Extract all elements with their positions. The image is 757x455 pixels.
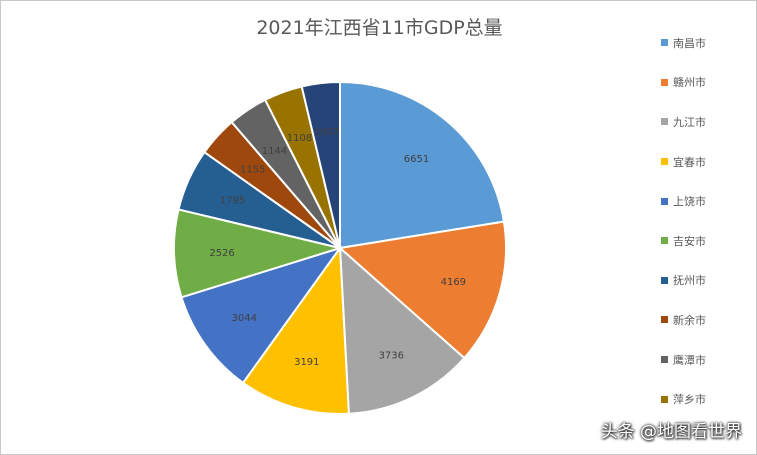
- slice-value-label: 1144: [262, 146, 287, 157]
- legend-swatch: [661, 276, 668, 284]
- legend-swatch: [661, 78, 668, 86]
- legend-swatch: [661, 237, 668, 245]
- slice-value-label: 3044: [232, 313, 257, 324]
- legend-swatch: [661, 197, 668, 205]
- pie-slice: [339, 80, 506, 250]
- legend-label: 赣州市: [673, 76, 706, 90]
- legend-swatch: [661, 395, 668, 403]
- slice-value-label: 3191: [294, 357, 319, 368]
- pie-slice: [300, 80, 341, 249]
- slice-value-label: 1155: [240, 165, 265, 176]
- legend-item: 宜春市: [661, 142, 756, 182]
- legend-item: 新余市: [661, 300, 756, 340]
- pie-slice: [173, 208, 344, 299]
- slice-value-label: 1795: [220, 195, 245, 206]
- legend-label: 吉安市: [673, 234, 706, 248]
- slice-value-label: 1097: [314, 127, 339, 138]
- slice-value-label: 1108: [287, 133, 312, 144]
- legend-item: 萍乡市: [661, 379, 756, 419]
- slice-value-label: 2526: [209, 248, 234, 259]
- legend-item: 九江市: [661, 102, 756, 142]
- legend-label: 上饶市: [673, 195, 706, 209]
- legend-label: 抚州市: [673, 274, 706, 288]
- legend-label: 鹰潭市: [673, 353, 706, 367]
- legend-label: 九江市: [673, 115, 706, 129]
- chart-title: 2021年江西省11市GDP总量: [256, 17, 503, 39]
- legend-item: 上饶市: [661, 181, 756, 221]
- legend-swatch: [661, 118, 668, 126]
- legend-item: 抚州市: [661, 261, 756, 301]
- legend-item: 吉安市: [661, 221, 756, 261]
- pie-slice: [338, 245, 466, 415]
- legend-item: 南昌市: [661, 23, 756, 63]
- watermark: 头条 @地图看世界: [600, 422, 742, 442]
- legend-item: 赣州市: [661, 63, 756, 103]
- legend-swatch: [661, 39, 668, 47]
- slice-value-label: 6651: [404, 154, 429, 165]
- legend: 南昌市赣州市九江市宜春市上饶市吉安市抚州市新余市鹰潭市萍乡市: [661, 23, 756, 419]
- slice-value-label: 4169: [441, 277, 466, 288]
- legend-swatch: [661, 316, 668, 324]
- pie-slice: [337, 220, 507, 360]
- legend-swatch: [661, 356, 668, 364]
- legend-label: 萍乡市: [673, 393, 706, 407]
- pie-slice: [241, 245, 350, 415]
- legend-label: 宜春市: [673, 155, 706, 169]
- legend-label: 新余市: [673, 313, 706, 327]
- legend-swatch: [661, 158, 668, 166]
- legend-item: 鹰潭市: [661, 340, 756, 380]
- pie-slice: [180, 246, 343, 385]
- slice-value-label: 3736: [379, 350, 404, 361]
- legend-label: 南昌市: [673, 36, 706, 50]
